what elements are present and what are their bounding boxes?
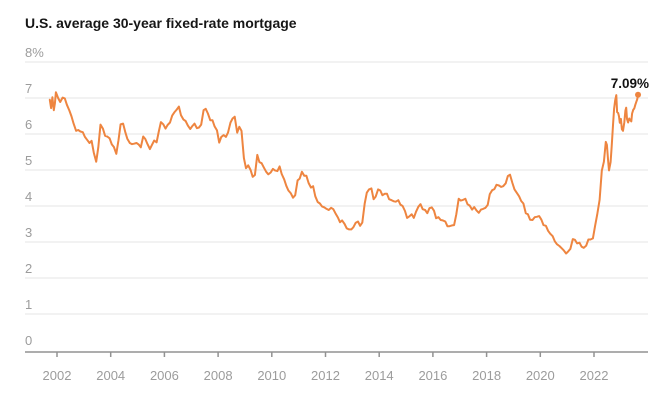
y-axis-label-1: 1 [25,297,32,312]
x-axis-label-2008: 2008 [204,368,233,383]
y-axis-label-5: 5 [25,153,32,168]
y-axis-label-7: 7 [25,81,32,96]
chart-title: U.S. average 30-year fixed-rate mortgage [25,15,297,31]
x-axis-label-2016: 2016 [418,368,447,383]
x-axis-label-2002: 2002 [43,368,72,383]
x-axis-label-2018: 2018 [472,368,501,383]
x-axis-label-2014: 2014 [365,368,394,383]
latest-value-label: 7.09% [611,76,649,91]
x-axis-label-2020: 2020 [526,368,555,383]
y-axis-label-3: 3 [25,225,32,240]
latest-value-dot [635,91,642,98]
y-axis-label-6: 6 [25,117,32,132]
x-axis-label-2012: 2012 [311,368,340,383]
x-axis-label-2006: 2006 [150,368,179,383]
x-axis-label-2004: 2004 [96,368,125,383]
y-axis-label-4: 4 [25,189,32,204]
y-axis-label-2: 2 [25,261,32,276]
x-axis-label-2010: 2010 [257,368,286,383]
y-axis-label-8: 8% [25,45,44,60]
mortgage-rate-line [48,91,639,255]
y-axis-label-0: 0 [25,333,32,348]
x-axis-label-2022: 2022 [580,368,609,383]
